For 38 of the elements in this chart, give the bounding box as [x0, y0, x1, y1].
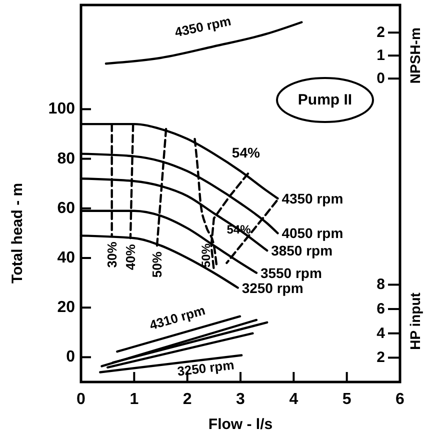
y-axis-title: Total head - m — [9, 182, 26, 284]
series-label: 3250 rpm — [242, 280, 304, 296]
text: 40% — [122, 244, 138, 270]
y-tick-label: 60 — [57, 200, 76, 217]
y3-tick-label: 6 — [376, 300, 385, 318]
y3-tick-label: 8 — [376, 276, 385, 294]
y3-tick-label: 4 — [376, 324, 386, 342]
series-label: 3550 rpm — [260, 264, 322, 281]
x-axis-title: Flow - l/s — [208, 416, 273, 433]
text: 50% — [150, 251, 165, 278]
y2-axis-title: NPSH-m — [407, 28, 423, 84]
x-tick-label: 6 — [396, 391, 405, 408]
series-label: 3850 rpm — [271, 242, 333, 259]
y3-tick-label: 2 — [376, 349, 385, 366]
text: 4310 rpm — [148, 302, 207, 333]
y-tick-label: 20 — [57, 299, 76, 316]
x-tick-label: 1 — [130, 391, 139, 408]
y2-tick-label: 0 — [376, 70, 385, 88]
series-label: 54% — [232, 144, 260, 161]
y2-tick-label: 1 — [376, 47, 385, 64]
series-label: 4350 rpm — [282, 190, 344, 206]
series-label: 4050 rpm — [282, 225, 344, 242]
y3-axis-title: HP input — [407, 292, 423, 350]
text: 30% — [104, 241, 120, 268]
x-tick-label: 5 — [342, 391, 352, 408]
text: 4350 rpm — [173, 13, 232, 40]
x-tick-label: 0 — [76, 391, 86, 408]
y-tick-label: 0 — [66, 348, 76, 366]
x-tick-label: 2 — [182, 391, 192, 408]
y-tick-label: 100 — [48, 100, 76, 118]
text: 50% — [199, 243, 214, 268]
annotation: Pump II — [298, 92, 352, 108]
x-tick-label: 4 — [289, 391, 298, 408]
text: 3250 rpm — [176, 357, 235, 379]
y2-tick-label: 2 — [376, 24, 385, 42]
y-tick-label: 40 — [57, 249, 76, 266]
y-tick-label: 80 — [57, 150, 76, 168]
x-tick-label: 3 — [236, 391, 246, 408]
